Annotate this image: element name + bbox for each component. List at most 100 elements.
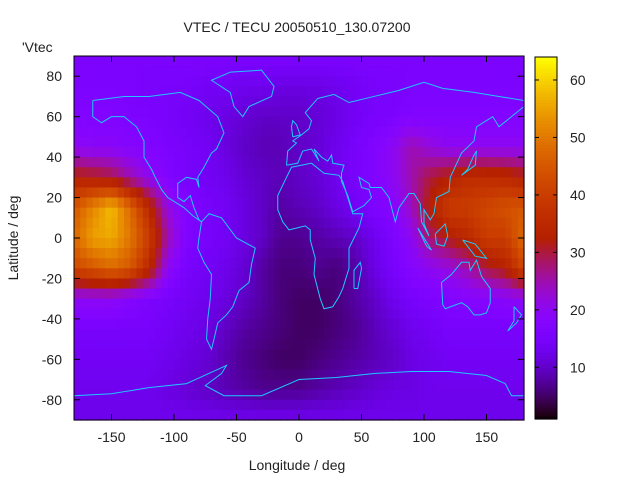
heatmap-cell [292, 157, 300, 168]
heatmap-cell [161, 136, 169, 148]
heatmap-cell [199, 379, 206, 391]
heatmap-cell [80, 308, 88, 320]
heatmap-cell [130, 96, 138, 108]
heatmap-cell [305, 389, 313, 401]
heatmap-cell [405, 268, 413, 280]
heatmap-cell [99, 409, 106, 421]
heatmap-cell [449, 96, 456, 108]
heatmap-cell [461, 248, 469, 259]
heatmap-cell [424, 106, 431, 118]
colorbar-segment [535, 277, 557, 281]
heatmap-cell [199, 66, 206, 77]
heatmap-cell [449, 116, 456, 128]
heatmap-cell [305, 329, 313, 340]
heatmap-cell [361, 278, 369, 290]
heatmap-cell [517, 126, 525, 138]
heatmap-cell [374, 187, 381, 199]
heatmap-cell [324, 288, 331, 300]
colorbar-segment [535, 147, 557, 152]
heatmap-cell [167, 96, 175, 108]
heatmap-cell [380, 258, 388, 269]
heatmap-cell [467, 227, 475, 239]
heatmap-cell [286, 167, 294, 178]
heatmap-cell [167, 399, 175, 411]
colorbar-segment [535, 63, 557, 67]
heatmap-cell [492, 76, 500, 87]
heatmap-cell [324, 409, 331, 421]
heatmap-cell [330, 227, 338, 239]
heatmap-cell [436, 157, 444, 168]
heatmap-cell [392, 288, 400, 300]
heatmap-cell [74, 66, 81, 77]
heatmap-cell [249, 197, 256, 209]
heatmap-cell [467, 268, 475, 280]
heatmap-cell [86, 106, 94, 118]
heatmap-cell [455, 329, 463, 340]
heatmap-cell [130, 136, 138, 148]
heatmap-cell [417, 399, 425, 411]
heatmap-cell [124, 76, 131, 87]
heatmap-cell [86, 298, 94, 310]
heatmap-cell [142, 167, 150, 178]
heatmap-cell [486, 56, 494, 67]
heatmap-cell [380, 96, 388, 108]
heatmap-cell [155, 359, 163, 371]
heatmap-cell [199, 177, 206, 189]
heatmap-cell [199, 76, 206, 87]
heatmap-cell [242, 76, 250, 87]
heatmap-cell [417, 349, 425, 360]
heatmap-cell [199, 86, 206, 98]
heatmap-cell [517, 157, 525, 168]
heatmap-cell [205, 197, 213, 209]
heatmap-cell [492, 126, 500, 138]
heatmap-cell [249, 167, 256, 178]
heatmap-cell [192, 126, 200, 138]
heatmap-cell [461, 187, 469, 199]
heatmap-cell [111, 389, 119, 401]
heatmap-cell [136, 56, 144, 67]
heatmap-cell [442, 116, 450, 128]
heatmap-cell [105, 369, 113, 381]
colorbar-segment [535, 186, 557, 191]
heatmap-cell [211, 379, 219, 391]
heatmap-cell [342, 248, 350, 259]
heatmap-cell [411, 96, 419, 108]
heatmap-cell [80, 56, 88, 67]
heatmap-cell [367, 147, 375, 158]
heatmap-cell [142, 136, 150, 148]
heatmap-cell [167, 187, 175, 199]
heatmap-cell [167, 106, 175, 118]
heatmap-cell [105, 86, 113, 98]
heatmap-cell [249, 207, 256, 219]
heatmap-cell [305, 227, 313, 239]
heatmap-cell [330, 126, 338, 138]
heatmap-cell [405, 197, 413, 209]
heatmap-cell [211, 56, 219, 67]
heatmap-cell [330, 157, 338, 168]
heatmap-cell [517, 197, 525, 209]
heatmap-cell [442, 369, 450, 381]
heatmap-cell [374, 379, 381, 391]
colorbar-segment [535, 349, 557, 354]
heatmap-cell [311, 126, 319, 138]
heatmap-cell [280, 288, 288, 300]
heatmap-cell [74, 157, 81, 168]
heatmap-cell [136, 359, 144, 371]
heatmap-cell [111, 258, 119, 269]
heatmap-cell [224, 66, 231, 77]
heatmap-cell [305, 339, 313, 350]
heatmap-cell [399, 409, 406, 421]
heatmap-cell [124, 409, 131, 421]
heatmap-cell [224, 389, 231, 401]
heatmap-cell [99, 96, 106, 108]
heatmap-cell [80, 288, 88, 300]
heatmap-cell [105, 389, 113, 401]
heatmap-cell [149, 248, 156, 259]
heatmap-cell [330, 409, 338, 421]
heatmap-cell [136, 409, 144, 421]
heatmap-cell [424, 318, 431, 330]
heatmap-cell [517, 136, 525, 148]
heatmap-cell [274, 288, 281, 300]
heatmap-cell [324, 399, 331, 411]
heatmap-cell [105, 207, 113, 219]
